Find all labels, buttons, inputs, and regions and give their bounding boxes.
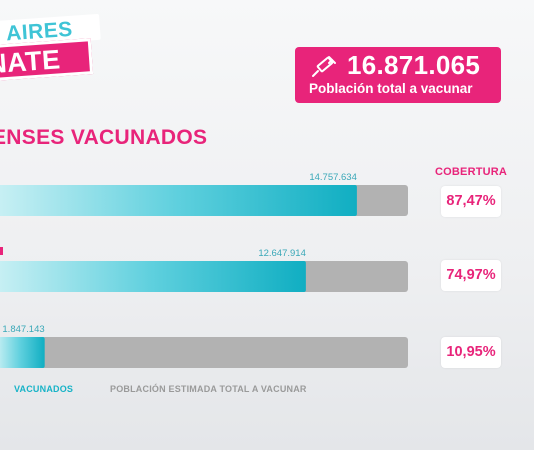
vaccinated-label-3: 1.847.143 bbox=[2, 324, 44, 335]
chart-title: ENSES VACUNADOS bbox=[0, 126, 208, 149]
population-bar-3 bbox=[0, 337, 408, 368]
vaccinated-label-1: 14.757.634 bbox=[309, 172, 357, 183]
legend-poblacion: POBLACIÓN ESTIMADA TOTAL A VACUNAR bbox=[110, 384, 307, 394]
vaccinated-bar-3 bbox=[0, 337, 45, 368]
vaccinated-bar-2 bbox=[0, 261, 306, 292]
legend-vacunados: VACUNADOS bbox=[14, 384, 74, 394]
total-population-label: Población total a vacunar bbox=[309, 81, 473, 96]
coverage-header: COBERTURA bbox=[435, 166, 508, 178]
total-population-box: 16.871.065 Población total a vacunar bbox=[295, 47, 501, 103]
coverage-value-1: 87,47% bbox=[441, 186, 501, 217]
vaccinated-bar-1 bbox=[0, 185, 357, 216]
row-marker bbox=[0, 247, 3, 255]
coverage-value-2: 74,97% bbox=[441, 260, 501, 291]
syringe-icon bbox=[312, 56, 336, 77]
total-population-value: 16.871.065 bbox=[347, 50, 481, 80]
vaccinated-label-2: 12.647.914 bbox=[258, 248, 306, 259]
coverage-value-3: 10,95% bbox=[441, 337, 501, 368]
